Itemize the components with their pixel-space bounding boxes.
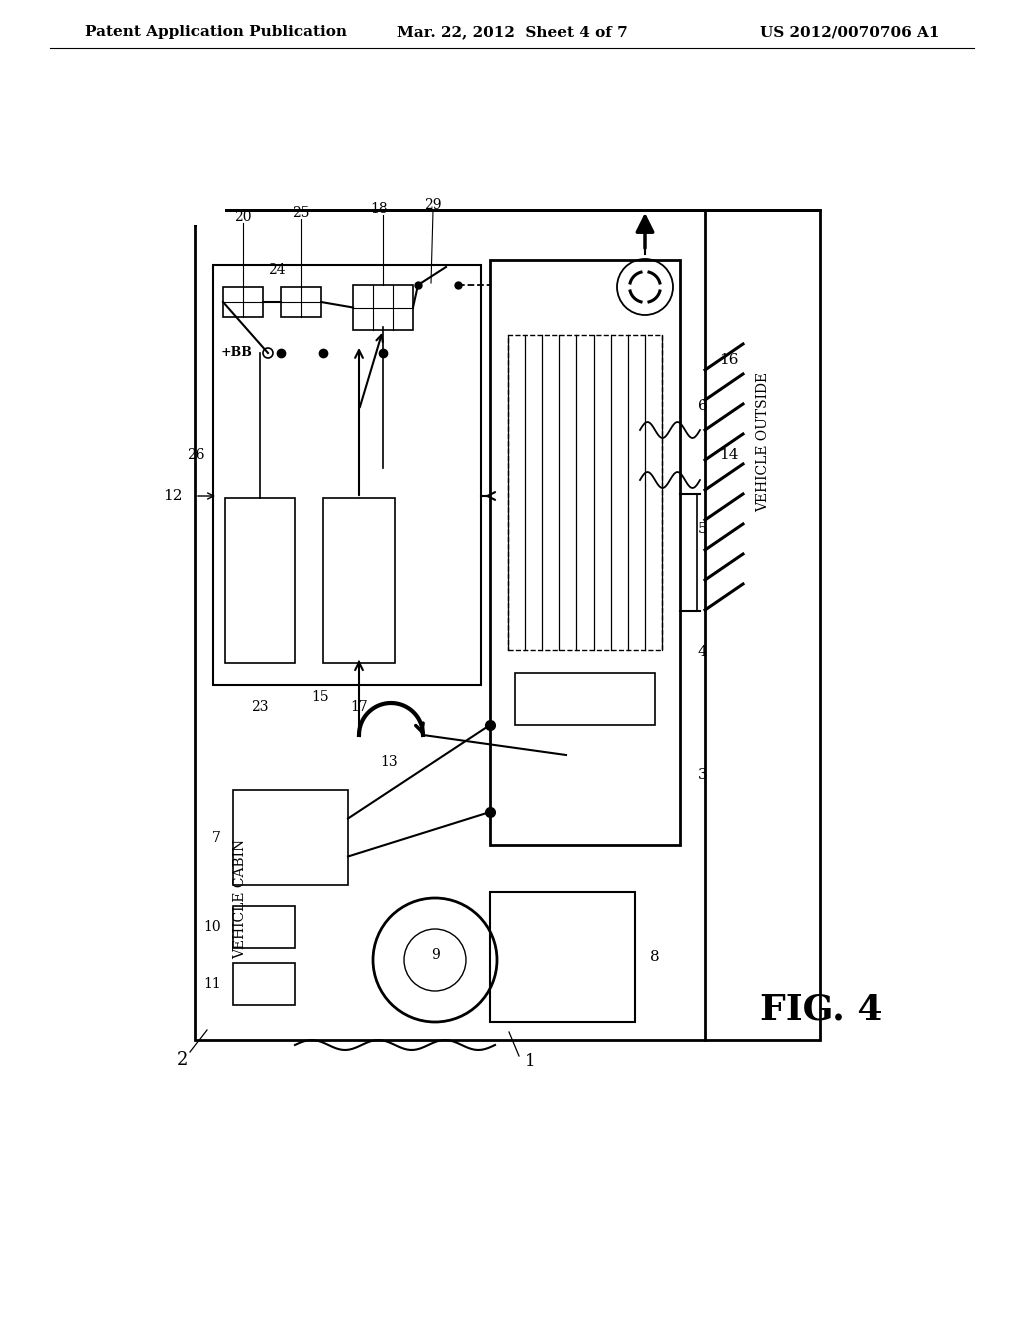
Bar xyxy=(353,285,413,330)
Text: Patent Application Publication: Patent Application Publication xyxy=(85,25,347,40)
Bar xyxy=(490,892,635,1022)
Text: 5: 5 xyxy=(698,523,708,536)
Text: 16: 16 xyxy=(719,352,738,367)
Bar xyxy=(225,498,295,663)
Text: VEHICLE OUTSIDE: VEHICLE OUTSIDE xyxy=(756,372,770,512)
Text: Mar. 22, 2012  Sheet 4 of 7: Mar. 22, 2012 Sheet 4 of 7 xyxy=(396,25,628,40)
Text: 23: 23 xyxy=(251,700,268,714)
Text: FIG. 4: FIG. 4 xyxy=(760,993,883,1027)
Text: 24: 24 xyxy=(268,263,286,277)
Bar xyxy=(190,195,225,224)
Text: US 2012/0070706 A1: US 2012/0070706 A1 xyxy=(761,25,940,40)
Text: 12: 12 xyxy=(164,488,183,503)
Bar xyxy=(195,210,820,1040)
Text: 3: 3 xyxy=(698,768,708,781)
Bar xyxy=(508,335,662,649)
Text: 14: 14 xyxy=(719,447,738,462)
Text: 15: 15 xyxy=(311,690,329,704)
Bar xyxy=(281,286,321,317)
Bar xyxy=(223,286,263,317)
Text: 13: 13 xyxy=(380,755,397,770)
Text: 17: 17 xyxy=(350,700,368,714)
Bar xyxy=(490,260,680,845)
Text: 10: 10 xyxy=(204,920,221,935)
Text: 29: 29 xyxy=(424,198,441,213)
Text: 25: 25 xyxy=(292,206,309,220)
Bar xyxy=(233,789,348,884)
Text: 6: 6 xyxy=(698,399,708,413)
Text: 8: 8 xyxy=(650,950,659,964)
Bar xyxy=(233,906,295,948)
Bar xyxy=(233,964,295,1005)
Text: 4: 4 xyxy=(698,645,708,659)
Text: 11: 11 xyxy=(203,977,221,991)
Text: 20: 20 xyxy=(234,210,252,224)
Text: 1: 1 xyxy=(525,1053,536,1071)
Text: 7: 7 xyxy=(212,830,221,845)
Bar xyxy=(213,265,481,685)
Text: 9: 9 xyxy=(431,948,439,962)
Bar xyxy=(515,673,655,725)
Text: 18: 18 xyxy=(371,202,388,216)
Text: VEHICLE CABIN: VEHICLE CABIN xyxy=(233,838,247,958)
Text: 2: 2 xyxy=(177,1051,188,1069)
Text: 26: 26 xyxy=(187,447,205,462)
Bar xyxy=(323,498,395,663)
Text: +BB: +BB xyxy=(221,346,253,359)
